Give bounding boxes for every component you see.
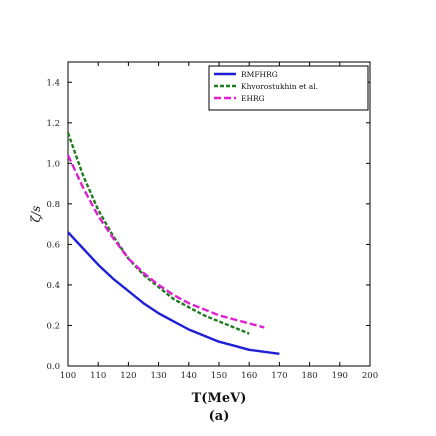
y-tick-label: 0.2 xyxy=(46,321,60,331)
ticks: 100 110 120 130 140 150 160 170 180 190 200 0.0 0.2 0… xyxy=(46,62,378,381)
x-tick-label: 130 xyxy=(150,371,166,381)
x-axis-title: T(MeV) xyxy=(192,391,247,406)
y-tick-label: 1.2 xyxy=(46,119,60,129)
legend-label: Khvorostukhin et al. xyxy=(241,82,318,91)
y-tick-label: 1.0 xyxy=(46,159,60,169)
y-axis-title: ζ/s xyxy=(29,206,43,223)
y-tick-label: 1.4 xyxy=(46,78,60,88)
x-tick-label: 200 xyxy=(362,371,378,381)
series-layer xyxy=(66,132,280,355)
y-tick-label: 0.8 xyxy=(46,200,60,210)
y-tick-label: 0.0 xyxy=(46,362,60,372)
series-line-ehrg xyxy=(66,154,265,329)
x-tick-label: 180 xyxy=(301,371,317,381)
series-line-rmfhrg xyxy=(67,231,280,355)
x-tick-label: 120 xyxy=(120,371,136,381)
x-tick-label: 160 xyxy=(241,371,257,381)
legend: RMFHRG Khvorostukhin et al. EHRG xyxy=(208,65,369,111)
x-tick-label: 150 xyxy=(211,371,227,381)
y-tick-label: 0.4 xyxy=(46,281,60,291)
x-tick-label: 140 xyxy=(181,371,197,381)
y-tick-label: 0.6 xyxy=(46,240,60,250)
series-line-khvorostukhin-et-al xyxy=(66,132,250,335)
x-tick-label: 100 xyxy=(60,371,76,381)
legend-label: EHRG xyxy=(241,94,265,103)
x-tick-label: 190 xyxy=(332,371,348,381)
legend-label: RMFHRG xyxy=(241,70,278,79)
x-tick-label: 110 xyxy=(90,371,106,381)
legend-items: RMFHRG Khvorostukhin et al. EHRG xyxy=(214,70,318,103)
panel-label: (a) xyxy=(209,409,230,424)
x-tick-label: 170 xyxy=(271,371,287,381)
